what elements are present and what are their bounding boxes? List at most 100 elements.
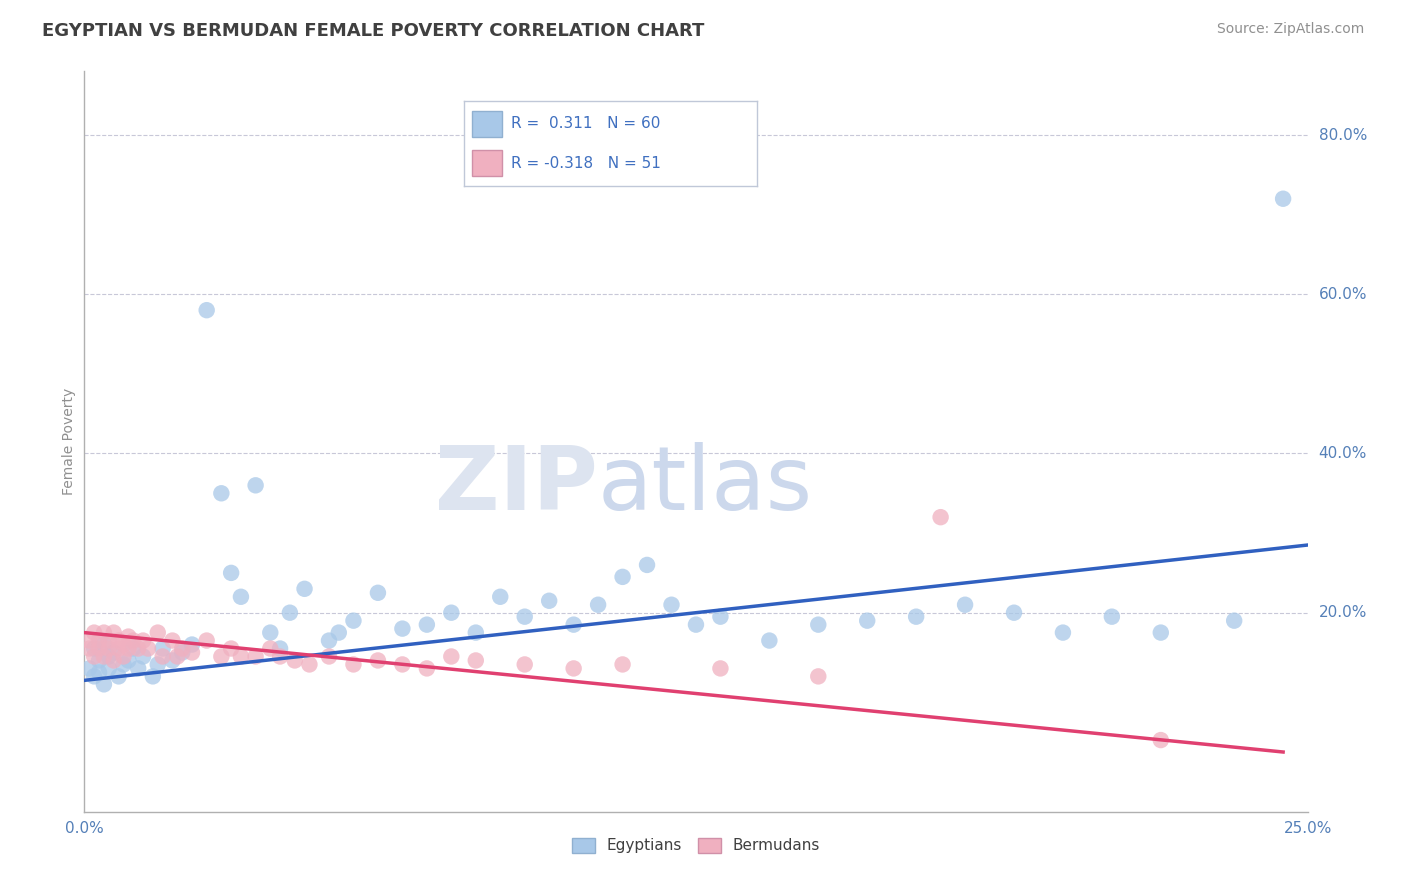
Point — [269, 649, 291, 664]
Point — [152, 641, 174, 656]
Point — [97, 661, 120, 675]
Point — [107, 633, 129, 648]
Point — [209, 486, 232, 500]
Point — [107, 669, 129, 683]
Point — [122, 641, 145, 656]
Point — [77, 633, 100, 648]
Point — [807, 669, 830, 683]
Point — [152, 649, 174, 664]
Point — [905, 609, 928, 624]
Point — [318, 649, 340, 664]
Point — [440, 606, 463, 620]
Point — [636, 558, 658, 572]
Point — [1223, 614, 1246, 628]
Point — [328, 625, 350, 640]
Point — [93, 677, 115, 691]
Point — [416, 617, 439, 632]
Point — [1272, 192, 1295, 206]
Point — [93, 638, 115, 652]
Point — [538, 593, 561, 607]
Point — [162, 633, 184, 648]
Point — [112, 649, 135, 664]
Point — [709, 661, 731, 675]
Point — [259, 641, 281, 656]
Point — [87, 665, 110, 680]
Text: atlas: atlas — [598, 442, 813, 530]
Point — [127, 641, 149, 656]
Point — [562, 617, 585, 632]
Point — [278, 606, 301, 620]
Point — [219, 641, 242, 656]
Point — [294, 582, 316, 596]
Point — [1002, 606, 1025, 620]
Point — [513, 609, 536, 624]
Point — [146, 625, 169, 640]
Point — [97, 649, 120, 664]
Point — [132, 633, 155, 648]
Point — [586, 598, 609, 612]
Point — [83, 625, 105, 640]
Text: Source: ZipAtlas.com: Source: ZipAtlas.com — [1216, 22, 1364, 37]
Point — [245, 649, 267, 664]
Point — [146, 657, 169, 672]
Point — [367, 653, 389, 667]
Point — [391, 622, 413, 636]
Point — [318, 633, 340, 648]
Point — [342, 614, 364, 628]
Point — [953, 598, 976, 612]
Point — [117, 641, 139, 656]
Point — [77, 641, 100, 656]
Point — [391, 657, 413, 672]
Point — [612, 570, 634, 584]
Point — [284, 653, 307, 667]
Point — [181, 646, 204, 660]
Point — [93, 625, 115, 640]
Point — [112, 657, 135, 672]
Point — [440, 649, 463, 664]
Point — [269, 641, 291, 656]
Point — [1150, 733, 1173, 747]
Point — [162, 653, 184, 667]
Point — [298, 657, 321, 672]
Point — [97, 641, 120, 656]
Text: 60.0%: 60.0% — [1319, 286, 1367, 301]
Point — [122, 633, 145, 648]
Point — [166, 649, 188, 664]
Point — [132, 649, 155, 664]
Text: ZIP: ZIP — [436, 442, 598, 530]
Point — [97, 633, 120, 648]
Point — [464, 653, 486, 667]
Point — [929, 510, 952, 524]
Point — [758, 633, 780, 648]
Point — [87, 653, 110, 667]
Point — [107, 641, 129, 656]
Point — [181, 638, 204, 652]
Point — [112, 638, 135, 652]
Point — [103, 625, 125, 640]
Point — [342, 657, 364, 672]
Point — [1150, 625, 1173, 640]
Point — [103, 646, 125, 660]
Point — [367, 586, 389, 600]
Point — [245, 478, 267, 492]
Point — [489, 590, 512, 604]
Text: 40.0%: 40.0% — [1319, 446, 1367, 461]
Point — [562, 661, 585, 675]
Point — [807, 617, 830, 632]
Text: 20.0%: 20.0% — [1319, 605, 1367, 620]
Point — [1052, 625, 1074, 640]
Point — [259, 625, 281, 640]
Point — [513, 657, 536, 672]
Point — [93, 649, 115, 664]
Point — [172, 641, 194, 656]
Point — [87, 641, 110, 656]
Point — [87, 633, 110, 648]
Point — [117, 653, 139, 667]
Point — [83, 649, 105, 664]
Point — [195, 633, 218, 648]
Point — [83, 669, 105, 683]
Point — [117, 630, 139, 644]
Point — [83, 641, 105, 656]
Point — [229, 649, 252, 664]
Point — [416, 661, 439, 675]
